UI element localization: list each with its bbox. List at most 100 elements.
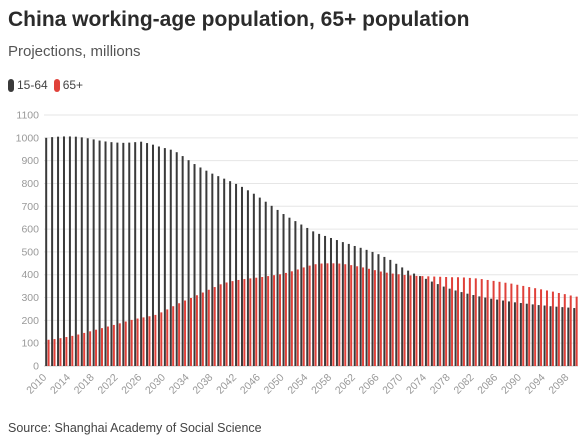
bar-15-64-2017 [86, 138, 89, 366]
bar-15-64-2016 [80, 137, 83, 366]
legend-label-65plus: 65+ [62, 78, 84, 92]
bar-65plus-2033 [184, 300, 187, 366]
y-tick-label: 400 [21, 269, 39, 281]
bar-15-64-2052 [294, 221, 297, 366]
bar-65plus-2044 [249, 278, 252, 366]
bar-15-64-2058 [329, 237, 332, 366]
bar-65plus-2051 [290, 271, 293, 366]
bar-15-64-2032 [175, 152, 178, 366]
bar-15-64-2069 [395, 263, 398, 366]
bar-15-64-2013 [62, 136, 65, 366]
bar-65plus-2069 [397, 274, 400, 366]
bar-65plus-2041 [231, 281, 234, 366]
bar-15-64-2063 [359, 247, 362, 366]
bar-65plus-2084 [486, 279, 489, 366]
bar-15-64-2083 [478, 296, 481, 366]
x-tick-label: 2026 [119, 372, 144, 397]
x-tick-label: 2042 [214, 372, 239, 397]
bar-15-64-2045 [252, 193, 255, 366]
bar-65plus-2076 [439, 276, 442, 366]
bar-65plus-2088 [510, 283, 513, 366]
bar-15-64-2071 [407, 270, 410, 366]
bar-15-64-2015 [74, 136, 77, 366]
bar-65plus-2093 [540, 289, 543, 366]
bar-15-64-2037 [205, 170, 208, 366]
bar-15-64-2070 [401, 267, 404, 366]
bar-65plus-2046 [261, 277, 264, 366]
bar-65plus-2047 [267, 276, 270, 366]
bar-65plus-2045 [255, 277, 258, 366]
x-tick-label: 2034 [167, 372, 192, 397]
bar-65plus-2085 [492, 280, 495, 366]
x-tick-label: 2038 [190, 372, 215, 397]
y-tick-label: 800 [21, 178, 39, 190]
bar-15-64-2081 [466, 293, 469, 366]
bar-65plus-2066 [379, 271, 382, 366]
bar-15-64-2050 [282, 214, 285, 366]
bar-65plus-2037 [207, 289, 210, 366]
bar-15-64-2085 [490, 298, 493, 366]
bar-65plus-2082 [474, 278, 477, 366]
bar-65plus-2035 [195, 295, 198, 366]
bar-65plus-2059 [338, 263, 341, 366]
bar-15-64-2057 [324, 235, 327, 366]
bar-65plus-2021 [112, 324, 115, 366]
bar-65plus-2087 [504, 282, 507, 366]
x-tick-label: 2054 [285, 372, 310, 397]
x-tick-label: 2066 [357, 372, 382, 397]
bar-15-64-2054 [306, 227, 309, 366]
bar-15-64-2010 [45, 137, 48, 366]
bar-65plus-2028 [154, 314, 157, 366]
bar-15-64-2055 [312, 231, 315, 366]
bar-65plus-2018 [95, 329, 98, 366]
bar-15-64-2082 [472, 295, 475, 366]
bar-65plus-2094 [545, 290, 548, 366]
bar-65plus-2062 [356, 266, 359, 366]
source-note: Source: Shanghai Academy of Social Scien… [8, 421, 262, 435]
bar-15-64-2019 [98, 140, 101, 366]
bar-15-64-2026 [140, 141, 143, 366]
bar-65plus-2074 [427, 276, 430, 366]
x-tick-label: 2046 [238, 372, 263, 397]
y-tick-label: 1000 [16, 132, 40, 144]
bar-15-64-2047 [264, 201, 267, 366]
legend: 15-64 65+ [8, 78, 89, 92]
series-15-64-bars [45, 136, 576, 366]
bar-65plus-2031 [172, 306, 175, 366]
bar-15-64-2035 [193, 164, 196, 366]
bar-15-64-2094 [543, 305, 546, 366]
bar-65plus-2095 [551, 291, 554, 366]
bar-65plus-2042 [237, 279, 240, 366]
y-tick-label: 300 [21, 292, 39, 304]
bar-65plus-2015 [77, 334, 80, 366]
legend-item-15-64: 15-64 [8, 78, 48, 92]
bar-65plus-2053 [302, 267, 305, 366]
bar-15-64-2073 [418, 276, 421, 366]
x-tick-label: 2086 [475, 372, 500, 397]
x-tick-label: 2010 [24, 372, 49, 397]
bar-15-64-2097 [561, 307, 564, 366]
bar-65plus-2043 [243, 279, 246, 366]
bar-15-64-2072 [413, 273, 416, 366]
bar-15-64-2046 [258, 197, 261, 366]
legend-item-65plus: 65+ [53, 78, 84, 92]
bar-15-64-2084 [484, 297, 487, 366]
x-tick-label: 2018 [72, 372, 97, 397]
bar-65plus-2049 [278, 274, 281, 366]
x-tick-label: 2082 [452, 372, 477, 397]
x-axis: 2010201420182022202620302034203820422046… [24, 372, 571, 397]
bar-65plus-2079 [456, 277, 459, 366]
bar-65plus-2067 [385, 272, 388, 366]
bar-15-64-2077 [442, 286, 445, 366]
legend-label-15-64: 15-64 [17, 78, 48, 92]
y-tick-label: 200 [21, 315, 39, 327]
bar-65plus-2060 [344, 264, 347, 366]
bar-15-64-2053 [300, 224, 303, 366]
bar-15-64-2056 [318, 233, 321, 366]
bar-15-64-2031 [169, 149, 172, 366]
bar-15-64-2040 [223, 178, 226, 366]
bar-15-64-2027 [146, 143, 149, 366]
bar-65plus-2029 [160, 312, 163, 366]
bar-65plus-2039 [219, 284, 222, 366]
bar-65plus-2063 [362, 267, 365, 366]
